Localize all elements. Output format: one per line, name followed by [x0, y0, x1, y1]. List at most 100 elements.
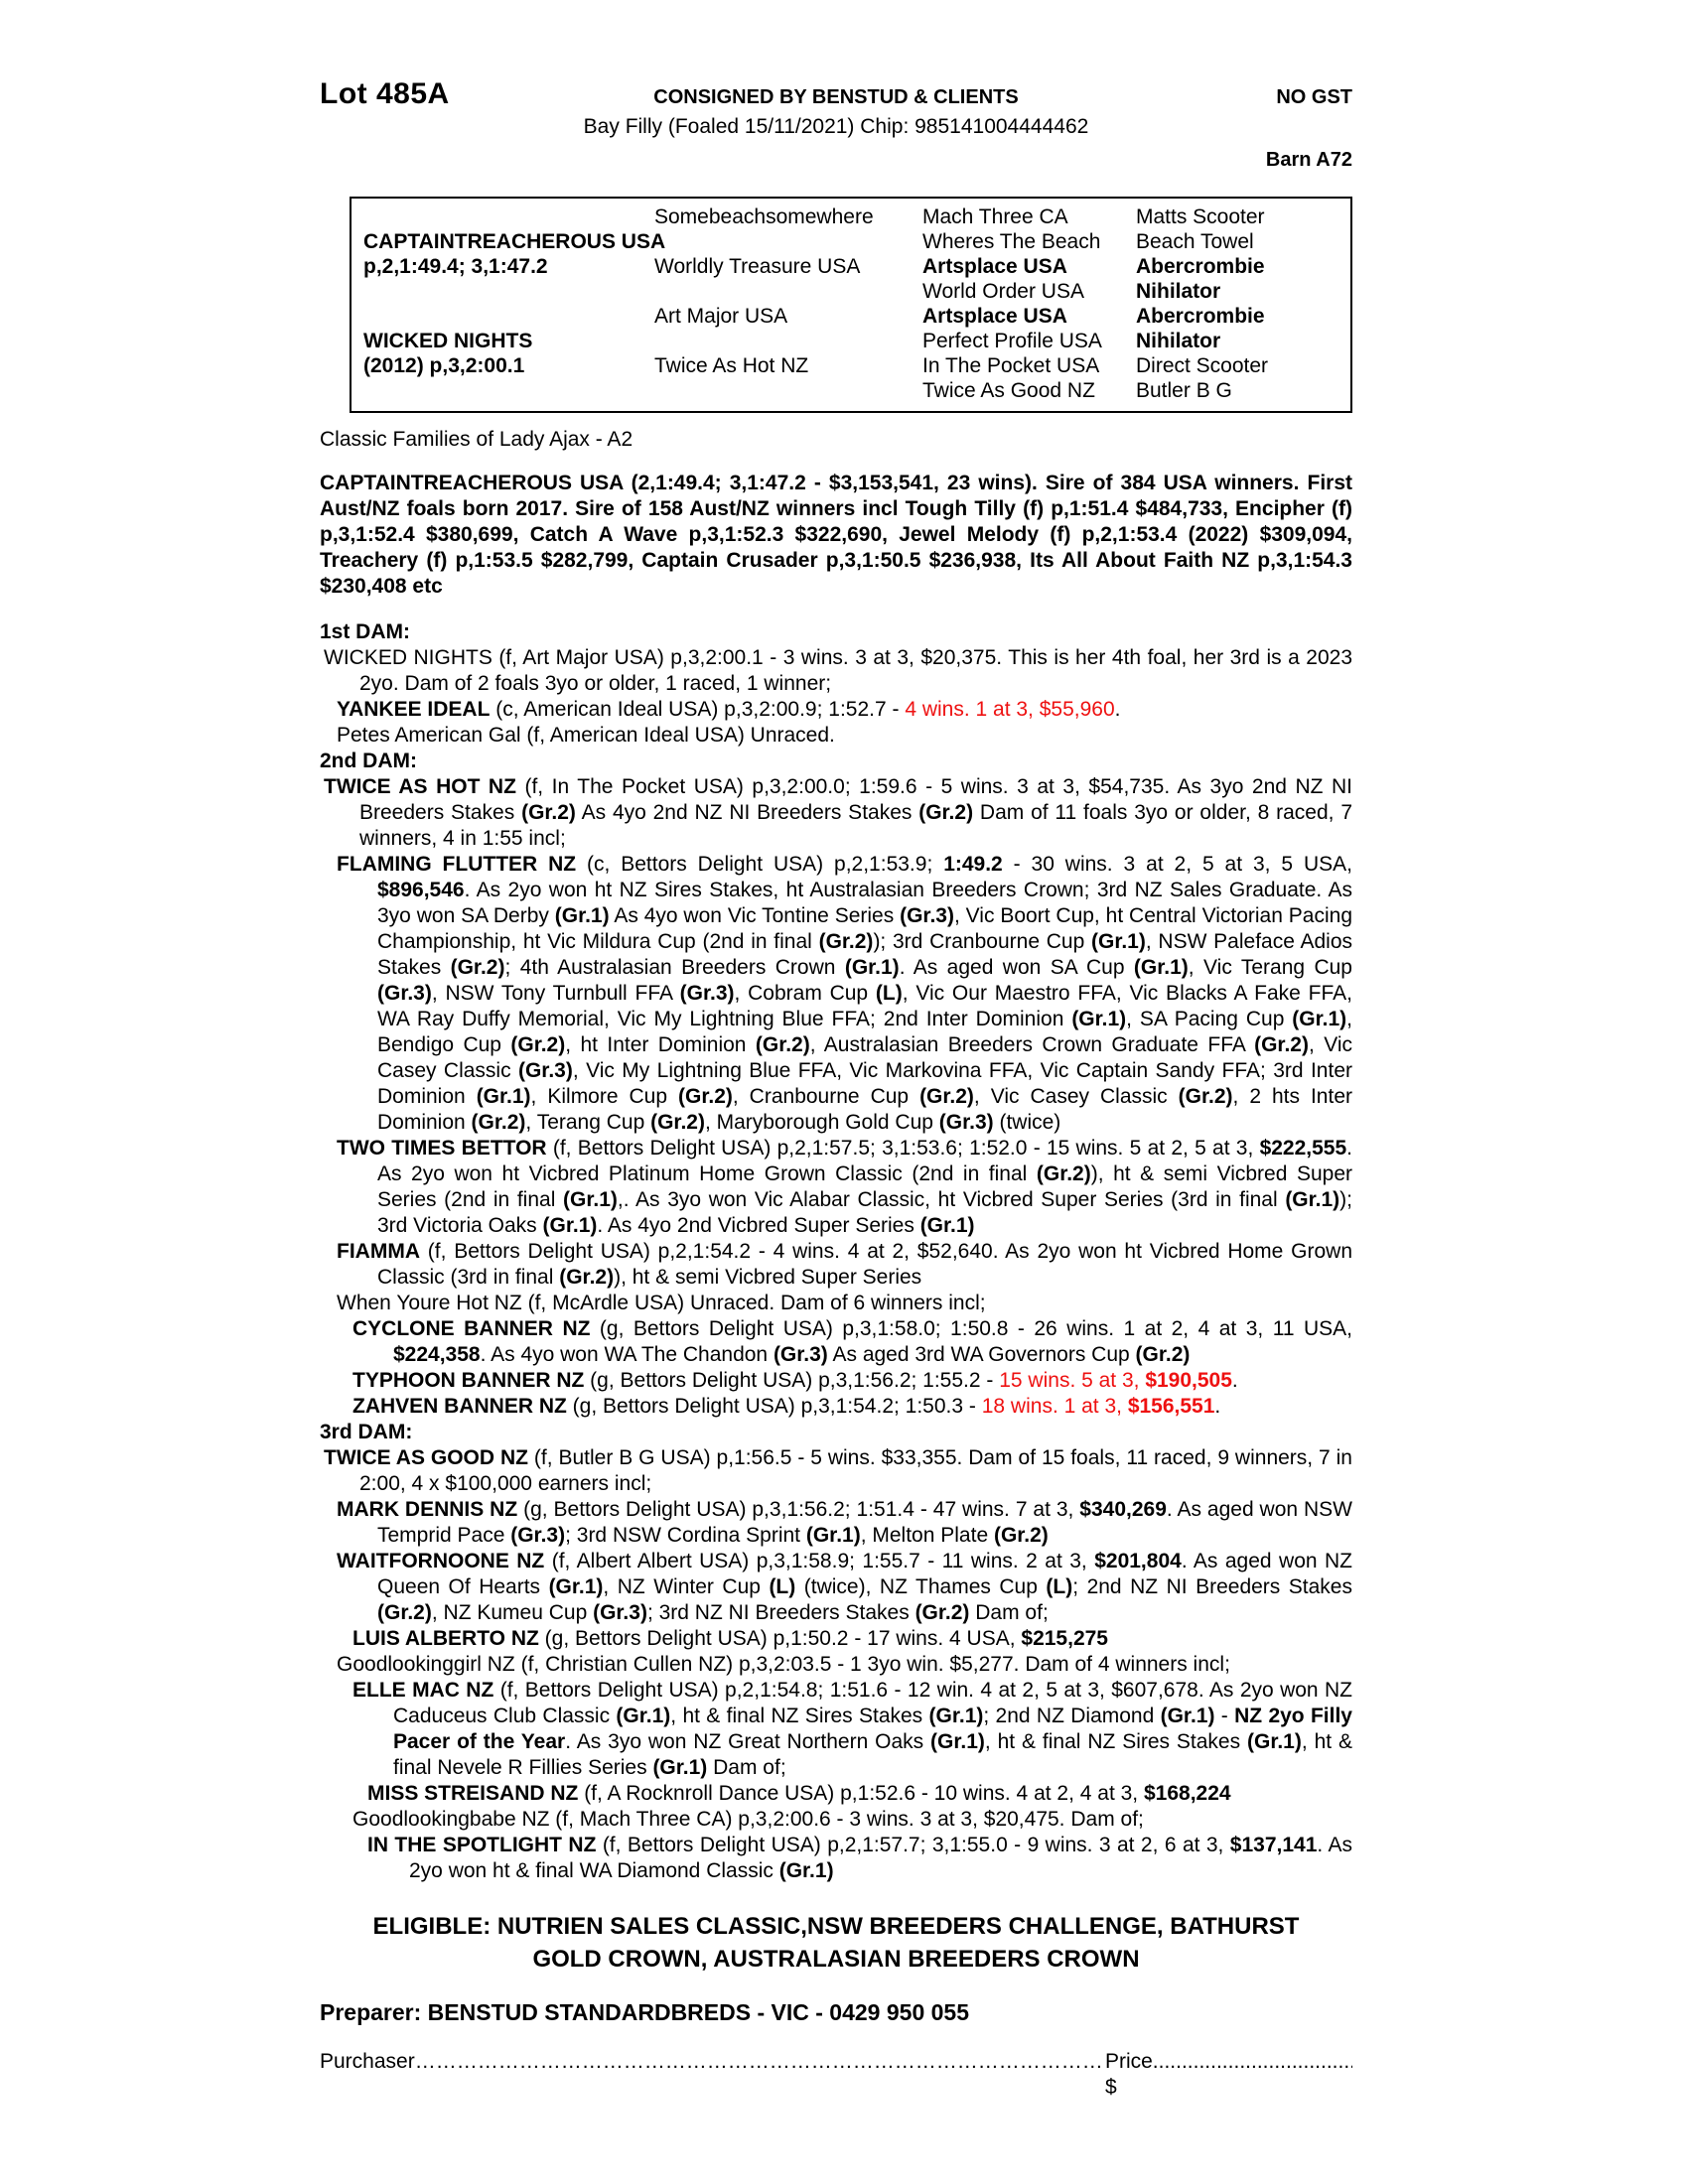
text-run: LUIS ALBERTO NZ	[352, 1627, 539, 1650]
text-run: $222,555	[1259, 1137, 1347, 1160]
text-run: (Gr.1)	[778, 1859, 834, 1882]
text-run: , Terang Cup	[525, 1111, 651, 1134]
text-run: ), ht & semi Vicbred Super Series	[614, 1266, 922, 1289]
text-run: (Gr.2)	[993, 1524, 1049, 1547]
sire-summary: CAPTAINTREACHEROUS USA (2,1:49.4; 3,1:47…	[320, 472, 1352, 598]
text-run: , Melton Plate	[860, 1524, 994, 1547]
text-run: (g, Bettors Delight USA) p,3,1:54.2; 1:5…	[566, 1395, 982, 1418]
family-line: Classic Families of Lady Ajax - A2	[320, 428, 633, 451]
text-run: (f, Butler B G USA) p,1:56.5 - 5 wins. $…	[359, 1446, 1352, 1495]
text-run: 1:49.2	[943, 853, 1003, 876]
text-run: (twice), NZ Thames Cup	[795, 1575, 1047, 1598]
text-run: . As 3yo won NZ Great Northern Oaks	[565, 1730, 931, 1753]
text-run: (g, Bettors Delight USA) p,1:50.2 - 17 w…	[538, 1627, 1022, 1650]
text-run: .	[1214, 1395, 1221, 1418]
text-run: (Gr.2)	[818, 930, 874, 953]
pedigree-cell	[642, 279, 913, 304]
consignor-title: CONSIGNED BY BENSTUD & CLIENTS	[653, 86, 1019, 108]
text-run: (Gr.1)	[1133, 956, 1189, 979]
text-run: (Gr.3)	[900, 904, 954, 927]
text-run: (Gr.3)	[593, 1601, 647, 1624]
pedigree-cell: Direct Scooter	[1136, 354, 1269, 377]
text-run: (f, Bettors Delight USA) p,2,1:57.7; 3,1…	[596, 1834, 1230, 1856]
text-run: (Gr.2)	[919, 1085, 974, 1108]
pedigree-table-grid: Somebeachsomewhere Mach Three CA Matts Sco…	[352, 205, 1350, 403]
pedigree-paragraph: Goodlookinggirl NZ (f, Christian Cullen …	[320, 1652, 1352, 1678]
text-run: FLAMING FLUTTER NZ	[337, 853, 577, 876]
text-run: (Gr.1)	[554, 904, 610, 927]
pedigree-cell: WICKED NIGHTS	[363, 330, 533, 352]
pedigree-cell: Twice As Good NZ	[922, 379, 1095, 402]
text-run: Dam of 11 foals 3yo or older, 8 raced, 7…	[359, 801, 1352, 850]
text-run: 4 wins. 1 at 3, $55,960	[905, 698, 1115, 721]
text-run: . As 4yo won WA The Chandon	[480, 1343, 774, 1366]
text-run: TWO TIMES BETTOR	[337, 1137, 547, 1160]
text-run: ZAHVEN BANNER NZ	[352, 1395, 567, 1418]
text-run: , Vic Boort Cup, ht Central Victorian Pa…	[377, 904, 1352, 953]
text-run: . As 4yo 2nd Vicbred Super Series	[597, 1214, 920, 1237]
text-run: $168,224	[1143, 1782, 1231, 1805]
text-run: , Vic Terang Cup	[1188, 956, 1352, 979]
text-run: NZ 2yo Filly Pacer of the Year	[393, 1705, 1352, 1753]
pedigree-cell	[352, 304, 642, 329]
text-run: (Gr.1)	[542, 1214, 598, 1237]
text-run: Petes American Gal (f, American Ideal US…	[337, 724, 835, 747]
pedigree-cell: Nihilator	[1136, 280, 1221, 303]
pedigree-paragraph: LUIS ALBERTO NZ (g, Bettors Delight USA)…	[320, 1626, 1352, 1652]
pedigree-cell	[642, 378, 913, 403]
text-run: YANKEE IDEAL	[337, 698, 491, 721]
pedigree-paragraph: WAITFORNOONE NZ (f, Albert Albert USA) p…	[320, 1549, 1352, 1626]
text-run: (Gr.2)	[559, 1266, 615, 1289]
text-run: , Vic Casey Classic	[377, 1033, 1352, 1082]
text-run: (g, Bettors Delight USA) p,3,1:58.0; 1:5…	[590, 1317, 1352, 1340]
text-run: . As 2yo won ht NZ Sires Stakes, ht Aust…	[377, 879, 1352, 927]
text-run: . As aged won NSW Temprid Pace	[377, 1498, 1352, 1547]
price-dots-leader: ........................................…	[1152, 2050, 1352, 2073]
text-run: TWICE AS HOT NZ	[324, 775, 516, 798]
purchaser-dots-leader: ……………………………………………………………………………………………………………	[414, 2050, 1105, 2073]
text-run: MISS STREISAND NZ	[367, 1782, 579, 1805]
pedigree-cell: Beach Towel	[1136, 230, 1254, 253]
text-run: ,. As 3yo won Vic Alabar Classic, ht Vic…	[617, 1188, 1286, 1211]
text-run: (Gr.3)	[938, 1111, 994, 1134]
pedigree-paragraph: Goodlookingbabe NZ (f, Mach Three CA) p,…	[320, 1807, 1352, 1833]
text-run: (Gr.1)	[1091, 930, 1146, 953]
text-run: (Gr.1)	[1071, 1008, 1127, 1030]
text-run: Dam of;	[707, 1756, 786, 1779]
eligibility-line2: GOLD CROWN, AUSTRALASIAN BREEDERS CROWN	[532, 1946, 1140, 1973]
text-run: , Vic My Lightning Blue FFA, Vic Markovi…	[377, 1059, 1352, 1108]
pedigree-paragraph: IN THE SPOTLIGHT NZ (f, Bettors Delight …	[320, 1833, 1352, 1884]
text-run: , NSW Tony Turnbull FFA	[431, 982, 680, 1005]
text-run: (Gr.3)	[679, 982, 735, 1005]
text-run: (Gr.1)	[1292, 1008, 1347, 1030]
pedigree-cell: Perfect Profile USA	[922, 330, 1102, 352]
eligibility-note: ELIGIBLE: NUTRIEN SALES CLASSIC,NSW BREE…	[320, 1910, 1352, 1976]
barn-number: Barn A72	[1265, 149, 1352, 171]
text-run: (Gr.2)	[1254, 1033, 1309, 1056]
pedigree-paragraph: MARK DENNIS NZ (g, Bettors Delight USA) …	[320, 1497, 1352, 1549]
dam-section-heading: 1st DAM:	[320, 620, 411, 643]
text-run: (f, Bettors Delight USA) p,2,1:54.2 - 4 …	[377, 1240, 1352, 1289]
text-run: , NZ Kumeu Cup	[431, 1601, 594, 1624]
text-run: 18 wins. 1 at 3,	[981, 1395, 1128, 1418]
pedigree-cell: Matts Scooter	[1136, 205, 1265, 228]
text-run: (Gr.3)	[773, 1343, 828, 1366]
text-run: (Gr.3)	[510, 1524, 566, 1547]
text-run: ELLE MAC NZ	[352, 1679, 494, 1702]
eligibility-line1: ELIGIBLE: NUTRIEN SALES CLASSIC,NSW BREE…	[372, 1913, 1300, 1940]
text-run: , NZ Winter Cup	[603, 1575, 770, 1598]
text-run: WAITFORNOONE NZ	[337, 1550, 545, 1572]
text-run: (Gr.2)	[510, 1033, 566, 1056]
pedigree-paragraph: TYPHOON BANNER NZ (g, Bettors Delight US…	[320, 1368, 1352, 1394]
text-run: ; 3rd NSW Cordina Sprint	[565, 1524, 806, 1547]
pedigree-cell	[642, 329, 913, 353]
text-run: (Gr.2)	[377, 1601, 432, 1624]
text-run: (Gr.2)	[650, 1111, 705, 1134]
text-run: , Maryborough Gold Cup	[704, 1111, 939, 1134]
text-run: (f, A Rocknroll Dance USA) p,1:52.6 - 10…	[578, 1782, 1144, 1805]
text-run: (Gr.2)	[471, 1111, 526, 1134]
pedigree-cell: Wheres The Beach	[922, 230, 1101, 253]
text-run: Goodlookingbabe NZ (f, Mach Three CA) p,…	[352, 1808, 1144, 1831]
text-run: (L)	[1046, 1575, 1073, 1598]
